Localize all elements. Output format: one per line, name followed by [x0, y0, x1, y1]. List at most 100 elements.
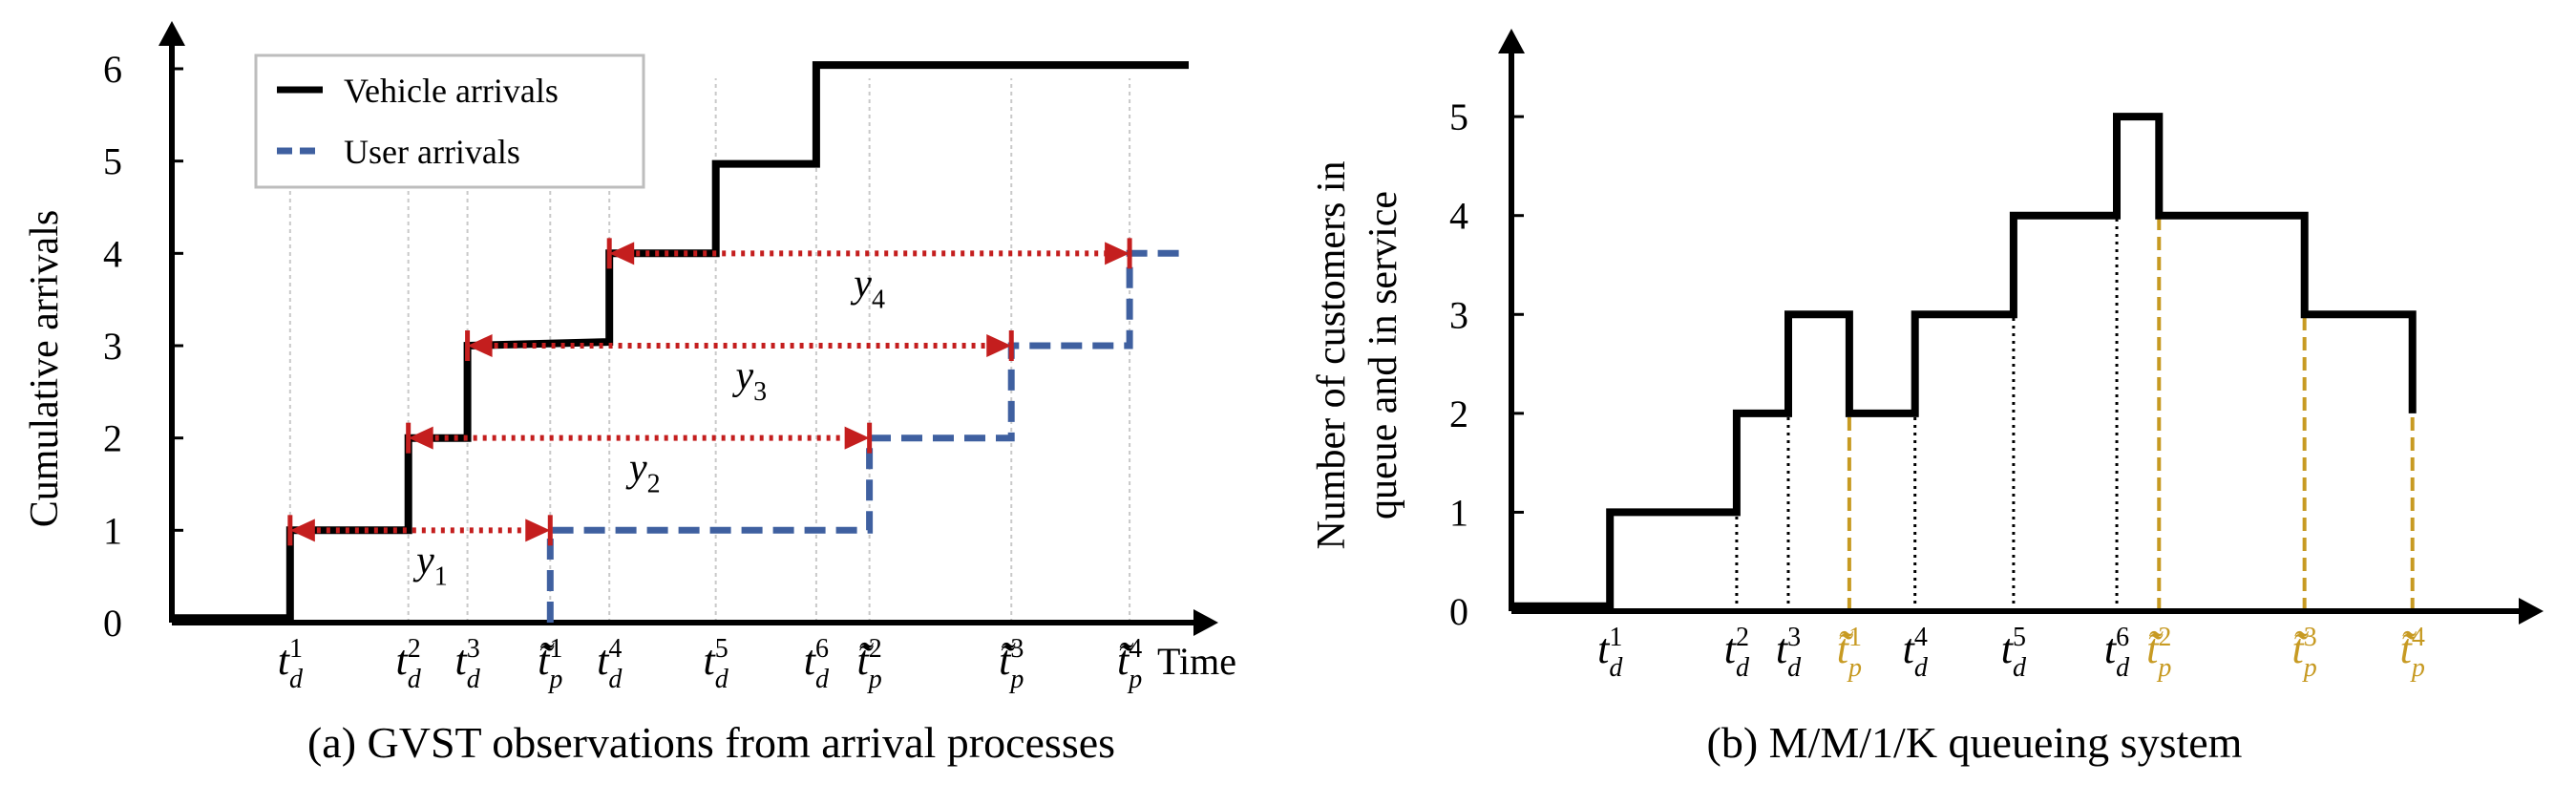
b-x-tick-sub-9: p	[2410, 653, 2425, 683]
b-x-tick-sup-7: 2	[2158, 623, 2171, 652]
a-x-tick-sub-3: p	[547, 665, 562, 694]
a-gap-label-base-4: y	[850, 262, 872, 306]
b-x-tick-label-2: t3 d	[1776, 623, 1802, 683]
b-x-tick-label-9: ̃t̃4p	[2400, 623, 2425, 683]
a-x-tick-sup-4: 4	[608, 634, 622, 664]
b-x-tick-sub-4: d	[1914, 653, 1929, 683]
a-x-tick-sub-6: d	[815, 665, 830, 694]
a-axes	[158, 21, 1218, 636]
a-x-tick-sub-5: d	[715, 665, 729, 694]
b-x-tick-label-1: t2 d	[1724, 623, 1750, 683]
b-x-tick-label-4: t4 d	[1903, 623, 1929, 683]
b-guide-lines	[1735, 117, 2415, 611]
b-x-tick-sub-1: d	[1736, 653, 1750, 683]
a-legend: Vehicle arrivals User arrivals	[254, 53, 645, 189]
b-x-tick-base-5: t	[2001, 625, 2015, 672]
b-x-tick-label-3: ̃t̃1p	[1837, 623, 1862, 683]
a-x-tick-label-5: t5 d	[704, 634, 729, 694]
b-x-tick-label-6: t6 d	[2104, 623, 2130, 683]
a-gap-arrow-left-head-1	[289, 519, 315, 542]
b-x-tick-sub-3: p	[1847, 653, 1862, 683]
b-y-axis-arrow	[1498, 29, 1525, 53]
b-y-tick-label-2: 2	[1449, 392, 1468, 435]
b-x-tick-sub-7: p	[2156, 653, 2171, 683]
a-gap-arrow-right-head-4	[1105, 242, 1130, 265]
b-x-tick-base-0: t	[1597, 625, 1611, 672]
a-gap-label-3: y3	[731, 354, 767, 407]
a-legend-box	[254, 53, 645, 189]
a-x-tick-base-5: t	[704, 637, 717, 684]
b-x-tick-base-2: t	[1776, 625, 1789, 672]
a-x-axis-label: Time	[1157, 640, 1236, 683]
b-x-tick-sup-4: 4	[1914, 623, 1928, 652]
a-gap-label-sub-3: 3	[753, 377, 767, 407]
b-series-line-queue-length	[1511, 113, 2417, 610]
a-x-tick-label-7: ̃t̃2p	[857, 634, 882, 694]
a-x-tick-label-4: t4 d	[597, 634, 623, 694]
a-x-tick-label-3: ̃t̃1p	[538, 634, 562, 694]
a-gap-arrow-left-head-4	[609, 242, 635, 265]
a-y-axis-label: Cumulative arrivals	[23, 210, 67, 527]
a-gap-label-sub-2: 2	[647, 470, 661, 499]
b-y-tick-label-3: 3	[1449, 293, 1468, 336]
a-gap-arrow-right-head-3	[986, 334, 1012, 357]
a-gap-label-base-3: y	[731, 354, 753, 398]
b-x-axis-arrow	[2519, 598, 2544, 625]
a-gap-label-base-2: y	[625, 447, 647, 491]
a-x-tick-label-8: ̃t̃3p	[999, 634, 1024, 694]
a-gap-label-base-1: y	[412, 539, 434, 583]
a-y-tick-label-6: 6	[103, 48, 122, 91]
a-x-tick-sub-8: p	[1008, 665, 1024, 694]
a-y-tick-label-0: 0	[103, 602, 122, 645]
b-x-tick-label-5: t5 d	[2001, 623, 2027, 683]
b-x-tick-sup-8: 3	[2304, 623, 2317, 652]
a-x-tick-sub-0: d	[289, 665, 304, 694]
a-x-tick-sub-9: p	[1127, 665, 1142, 694]
b-x-tick-sup-5: 5	[2013, 623, 2026, 652]
b-y-tick-label-0: 0	[1449, 590, 1468, 633]
b-y-tick-labels: 0 1 2 3 4 5	[1449, 95, 1524, 633]
b-caption: (b) M/M/1/K queueing system	[1707, 718, 2243, 767]
b-x-tick-sup-9: 4	[2412, 623, 2425, 652]
a-x-tick-sup-7: 2	[869, 634, 882, 664]
b-y-axis-label-line-1: Number of customers in	[1310, 160, 1354, 549]
a-gap-arrow-left-head-3	[467, 334, 493, 357]
a-gap-arrow-right-head-2	[844, 426, 870, 450]
a-x-tick-base-2: t	[454, 637, 468, 684]
a-x-tick-sup-9: 4	[1129, 634, 1142, 664]
a-x-tick-base-1: t	[396, 637, 410, 684]
b-x-tick-label-0: t1 d	[1597, 623, 1623, 683]
a-x-tick-sup-1: 2	[408, 634, 421, 664]
b-x-tick-base-4: t	[1903, 625, 1916, 672]
a-x-axis-arrow	[1193, 609, 1218, 636]
a-x-tick-base-6: t	[804, 637, 817, 684]
a-legend-vehicle-label: Vehicle arrivals	[344, 72, 559, 110]
a-x-tick-sup-0: 1	[289, 634, 303, 664]
a-x-tick-sup-6: 6	[815, 634, 829, 664]
a-y-tick-label-4: 4	[103, 232, 122, 275]
a-y-tick-label-3: 3	[103, 325, 122, 368]
a-x-tick-label-0: t1 d	[278, 634, 304, 694]
b-x-tick-sup-1: 2	[1736, 623, 1749, 652]
a-x-tick-sub-7: p	[867, 665, 882, 694]
a-x-tick-base-4: t	[597, 637, 610, 684]
a-x-tick-sup-3: 1	[549, 634, 562, 664]
a-series-line-user-arrivals	[546, 249, 1189, 623]
b-x-tick-sub-2: d	[1787, 653, 1802, 683]
b-y-tick-label-1: 1	[1449, 491, 1468, 534]
b-x-tick-base-6: t	[2104, 625, 2118, 672]
b-x-tick-sup-6: 6	[2116, 623, 2129, 652]
b-y-tick-label-5: 5	[1449, 95, 1468, 138]
a-x-tick-sup-5: 5	[715, 634, 728, 664]
a-y-tick-labels: 0 1 2 3 4 5 6	[103, 48, 183, 645]
a-x-tick-label-9: ̃t̃4p	[1117, 634, 1142, 694]
b-y-tick-label-4: 4	[1449, 195, 1468, 238]
b-x-tick-sub-8: p	[2302, 653, 2317, 683]
b-y-axis-label-line-2: queue and in service	[1362, 191, 1405, 519]
a-gap-label-sub-1: 1	[434, 561, 448, 591]
a-gap-arrow-left-head-2	[408, 426, 433, 450]
